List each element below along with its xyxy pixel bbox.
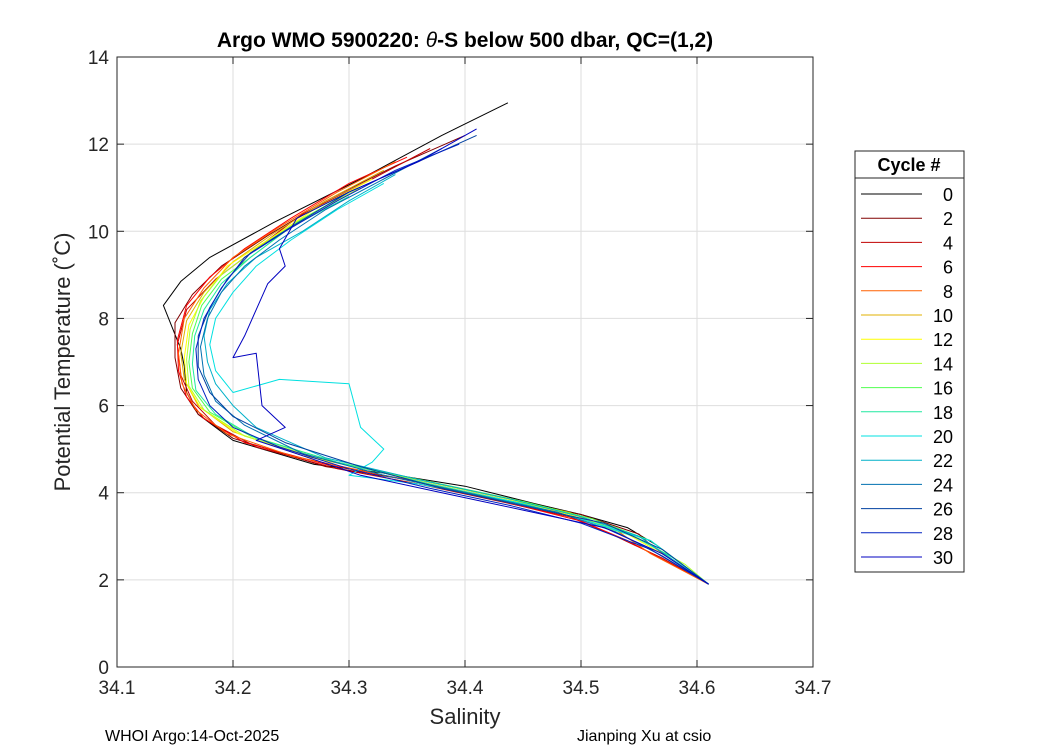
- x-tick-label: 34.2: [215, 678, 252, 699]
- legend-label: 4: [943, 233, 953, 253]
- y-tick-label: 0: [98, 658, 109, 679]
- chart-title-prefix: Argo WMO 5900220:: [217, 29, 426, 52]
- tick-marks: [116, 56, 814, 668]
- x-tick-label: 34.1: [99, 678, 136, 699]
- legend-label: 18: [933, 403, 953, 423]
- legend-label: 2: [943, 209, 953, 229]
- legend-label: 20: [933, 427, 953, 447]
- series-layer: [162, 102, 709, 585]
- chart-title-theta: θ: [426, 29, 438, 52]
- series-line-cycle-22: [203, 174, 709, 585]
- x-tick-label: 34.5: [563, 678, 600, 699]
- y-tick-label: 10: [88, 222, 109, 243]
- y-tick-label: 8: [98, 309, 109, 330]
- x-axis-title: Salinity: [430, 704, 501, 729]
- legend-label: 12: [933, 330, 953, 350]
- legend-label: 10: [933, 306, 953, 326]
- y-axis-title: Potential Temperature (˚C): [50, 233, 75, 492]
- legend-label: 30: [933, 548, 953, 568]
- x-tick-label: 34.3: [331, 678, 368, 699]
- y-tick-label: 12: [88, 135, 109, 156]
- chart-title: Argo WMO 5900220: θ-S below 500 dbar, QC…: [217, 29, 713, 52]
- legend-label: 24: [933, 475, 953, 495]
- y-tick-label: 14: [88, 48, 110, 69]
- legend-label: 8: [943, 282, 953, 302]
- series-line-cycle-26: [197, 134, 709, 585]
- legend-label: 0: [943, 185, 953, 205]
- x-tick-label: 34.4: [447, 678, 484, 699]
- y-tick-label: 2: [98, 571, 109, 592]
- y-tick-label: 6: [98, 397, 109, 418]
- series-line-cycle-28: [195, 143, 709, 585]
- series-line-cycle-6: [176, 156, 709, 585]
- legend-title: Cycle #: [877, 155, 940, 175]
- legend-label: 14: [933, 354, 953, 374]
- x-tick-label: 34.7: [795, 678, 832, 699]
- legend-label: 28: [933, 524, 953, 544]
- x-tick-label: 34.6: [679, 678, 716, 699]
- series-line-cycle-30: [232, 128, 709, 585]
- legend-label: 26: [933, 500, 953, 520]
- footer-left: WHOI Argo:14-Oct-2025: [105, 728, 279, 745]
- legend-label: 6: [943, 258, 953, 278]
- series-line-cycle-20: [209, 182, 709, 585]
- y-tick-label: 4: [98, 484, 109, 505]
- chart-title-suffix: -S below 500 dbar, QC=(1,2): [437, 29, 713, 52]
- legend-box: [854, 150, 965, 573]
- series-line-cycle-14: [186, 187, 709, 585]
- footer-right: Jianping Xu at csio: [577, 728, 711, 745]
- tick-labels: 34.1 34.2 34.3 34.4 34.5 34.6 34.7 0 2 4 6 8 10 12 14: [88, 48, 832, 699]
- legend-label: 16: [933, 379, 953, 399]
- legend-label: 22: [933, 451, 953, 471]
